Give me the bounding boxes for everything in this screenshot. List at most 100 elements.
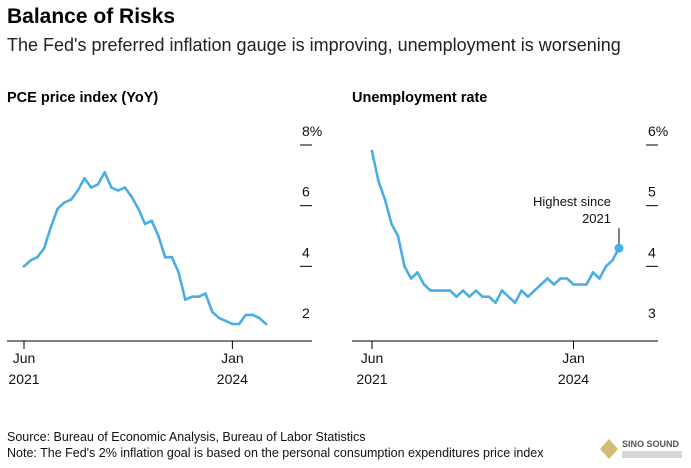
y-tick-label: 5	[648, 184, 656, 200]
source-note: Source: Bureau of Economic Analysis, Bur…	[7, 430, 366, 444]
footnote: Note: The Fed's 2% inflation goal is bas…	[7, 446, 544, 460]
x-tick-label-year: 2021	[8, 371, 39, 387]
data-series-line	[22, 171, 268, 326]
data-point	[36, 255, 39, 259]
data-point	[435, 289, 439, 292]
data-point	[49, 225, 53, 229]
data-point	[370, 149, 374, 153]
y-tick-label: 2	[302, 305, 310, 321]
data-point	[251, 313, 254, 317]
data-point	[500, 289, 504, 292]
x-tick-label-month: Jan	[562, 350, 585, 366]
data-point	[487, 295, 491, 298]
data-point	[546, 277, 549, 280]
data-point	[210, 310, 214, 314]
data-point	[604, 265, 608, 268]
data-point	[69, 198, 73, 201]
data-point	[572, 283, 575, 286]
data-point	[56, 207, 59, 210]
data-point	[422, 283, 426, 286]
data-point	[244, 313, 248, 317]
data-point	[448, 289, 452, 292]
unemployment-panel-title: Unemployment rate	[352, 90, 488, 106]
data-point	[507, 295, 510, 298]
pce-panel-title: PCE price index (YoY)	[7, 90, 159, 106]
data-point	[150, 219, 154, 223]
data-point	[598, 277, 601, 280]
y-tick-label: 4	[648, 244, 656, 260]
data-point	[96, 183, 100, 186]
data-point	[383, 198, 387, 201]
x-tick-label-year: 2021	[356, 371, 387, 387]
y-tick-label: 3	[648, 305, 656, 321]
data-point	[565, 277, 569, 280]
data-point	[264, 322, 268, 326]
data-point	[123, 186, 127, 189]
chart-subtitle: The Fed's preferred inflation gauge is i…	[7, 35, 621, 55]
data-point	[170, 255, 174, 259]
data-point	[585, 283, 588, 286]
data-point	[559, 277, 562, 280]
watermark-text: SINO SOUND	[622, 439, 680, 449]
y-tick-label: 4	[302, 244, 310, 260]
data-point	[116, 189, 120, 192]
data-point	[591, 271, 595, 274]
data-point	[403, 265, 406, 268]
data-point	[416, 271, 419, 274]
x-tick-label-month: Jan	[221, 350, 244, 366]
data-point	[257, 316, 261, 320]
data-point	[474, 289, 478, 292]
unemployment-chart: 6% 5 4 3 Jun 2021 Jan 2024 Highest since 2021	[352, 123, 668, 387]
watermark-logo: SINO SOUND	[600, 439, 682, 459]
data-point	[157, 234, 160, 238]
data-point	[396, 234, 400, 238]
data-point	[89, 186, 93, 189]
annotation-label: Highest since	[533, 194, 611, 209]
data-point	[533, 289, 536, 292]
data-point	[42, 246, 46, 250]
data-point	[481, 295, 484, 298]
data-point	[611, 258, 614, 262]
data-point	[197, 295, 201, 298]
data-point	[29, 258, 33, 262]
data-point	[468, 295, 471, 298]
data-point	[390, 222, 393, 226]
data-point	[520, 289, 523, 292]
data-point	[204, 292, 207, 295]
data-point	[83, 177, 86, 180]
data-point	[377, 180, 380, 183]
data-point	[110, 186, 113, 189]
y-tick-label: 6	[302, 184, 310, 200]
data-point	[442, 289, 445, 292]
annotation-marker	[614, 243, 624, 253]
chart-title: Balance of Risks	[7, 5, 176, 28]
data-point	[76, 189, 80, 192]
data-point	[224, 319, 227, 323]
pce-chart: 8% 6 4 2 Jun 2021 Jan 2024	[7, 123, 322, 387]
data-point	[409, 277, 413, 280]
data-point	[184, 298, 187, 302]
x-tick-label-year: 2024	[217, 371, 248, 387]
annotation-label-year: 2021	[582, 211, 611, 226]
data-point	[455, 295, 458, 298]
data-point	[217, 316, 221, 320]
data-point	[103, 171, 106, 174]
data-point	[130, 195, 133, 198]
data-point	[136, 207, 140, 210]
data-point	[190, 295, 194, 298]
data-point	[429, 289, 432, 292]
data-point	[461, 289, 465, 292]
data-point	[237, 322, 241, 326]
data-point	[578, 283, 582, 286]
data-point	[494, 301, 497, 305]
data-point	[552, 283, 556, 286]
x-tick-label-month: Jun	[13, 350, 36, 366]
data-point	[231, 322, 234, 326]
data-point	[163, 255, 167, 259]
x-tick-label-month: Jun	[361, 350, 384, 366]
data-point	[177, 271, 180, 274]
data-point	[539, 283, 543, 286]
data-point	[513, 301, 517, 305]
data-point	[143, 222, 147, 226]
